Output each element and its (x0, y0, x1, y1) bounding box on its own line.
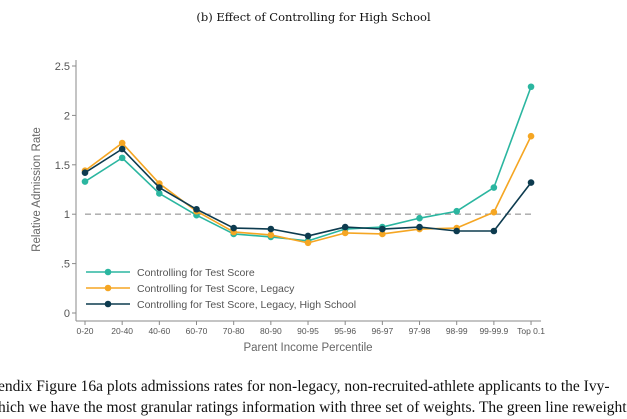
data-point (81, 178, 89, 185)
data-point (453, 207, 461, 215)
data-point (118, 145, 126, 153)
y-tick-label: 0 (64, 308, 70, 320)
legend-swatch-marker (104, 284, 112, 292)
series-line (84, 86, 532, 242)
y-tick-label: .5 (61, 259, 70, 271)
data-point (304, 239, 312, 247)
y-tick-label: 1.5 (55, 160, 70, 172)
series-2 (81, 132, 535, 247)
y-tick-label: 1 (64, 209, 70, 221)
data-point (267, 231, 275, 239)
data-point (230, 224, 237, 232)
x-tick-label: 0-20 (76, 326, 93, 336)
data-point (490, 208, 498, 216)
data-point (416, 214, 423, 222)
x-tick-label: 40-60 (148, 326, 170, 336)
series-1 (81, 83, 535, 245)
data-point (527, 179, 535, 186)
data-point (81, 169, 89, 177)
legend-item: Controlling for Test Score, Legacy (86, 283, 295, 295)
line-chart: 0 .5 1 1.5 2 2.5 0-20 20-40 40-60 60-70 70-80 80-9… (31, 60, 545, 354)
data-point (118, 139, 126, 147)
x-tick-label: 96-97 (371, 326, 393, 336)
series-line (84, 135, 532, 244)
legend-item: Controlling for Test Score (86, 267, 255, 279)
series-line (84, 148, 532, 237)
series-layer (81, 83, 535, 247)
legend-swatch-marker (104, 268, 112, 276)
y-axis-title: Relative Admission Rate (31, 127, 43, 252)
x-tick-label: 99-99.9 (479, 326, 508, 336)
data-point (416, 223, 423, 231)
data-point (379, 230, 386, 238)
x-tick-label: Top 0.1 (517, 326, 545, 336)
data-point (341, 223, 349, 231)
series-3 (81, 145, 535, 240)
body-text-line: hich we have the most granular ratings i… (0, 399, 627, 416)
data-point (490, 227, 498, 235)
x-tick-label: 98-99 (446, 326, 468, 336)
x-tick-label: 20-40 (111, 326, 133, 336)
legend-label: Controlling for Test Score, Legacy (137, 283, 295, 295)
data-point (118, 154, 126, 162)
data-point (156, 190, 163, 197)
legend-swatch-marker (104, 300, 112, 308)
data-point (453, 227, 461, 235)
data-point (304, 232, 312, 240)
x-axis: 0-20 20-40 40-60 60-70 70-80 80-90 90-95 95-96 9… (76, 320, 545, 336)
data-point (490, 184, 498, 191)
legend-label: Controlling for Test Score, Legacy, High… (137, 299, 356, 311)
data-point (379, 225, 386, 233)
data-point (527, 83, 535, 91)
data-point (193, 205, 200, 213)
x-tick-label: 95-96 (334, 326, 356, 336)
y-tick-label: 2 (64, 110, 70, 122)
body-text-line: endix Figure 16a plots admissions rates … (0, 378, 610, 395)
data-point (267, 225, 275, 233)
legend-label: Controlling for Test Score (137, 267, 255, 279)
legend-item: Controlling for Test Score, Legacy, High… (86, 299, 356, 311)
x-tick-label: 80-90 (260, 326, 282, 336)
data-point (341, 229, 349, 237)
x-axis-title: Parent Income Percentile (243, 342, 372, 354)
x-tick-label: 70-80 (223, 326, 245, 336)
x-tick-label: 60-70 (186, 326, 208, 336)
data-point (527, 132, 535, 140)
y-axis: 0 .5 1 1.5 2 2.5 (55, 60, 77, 321)
x-tick-label: 97-98 (409, 326, 431, 336)
y-tick-label: 2.5 (55, 61, 70, 73)
legend: Controlling for Test Score Controlling fo… (86, 267, 356, 311)
figure-subcaption: (b) Effect of Controlling for High Schoo… (196, 10, 431, 24)
data-point (156, 184, 163, 191)
x-tick-label: 90-95 (297, 326, 319, 336)
